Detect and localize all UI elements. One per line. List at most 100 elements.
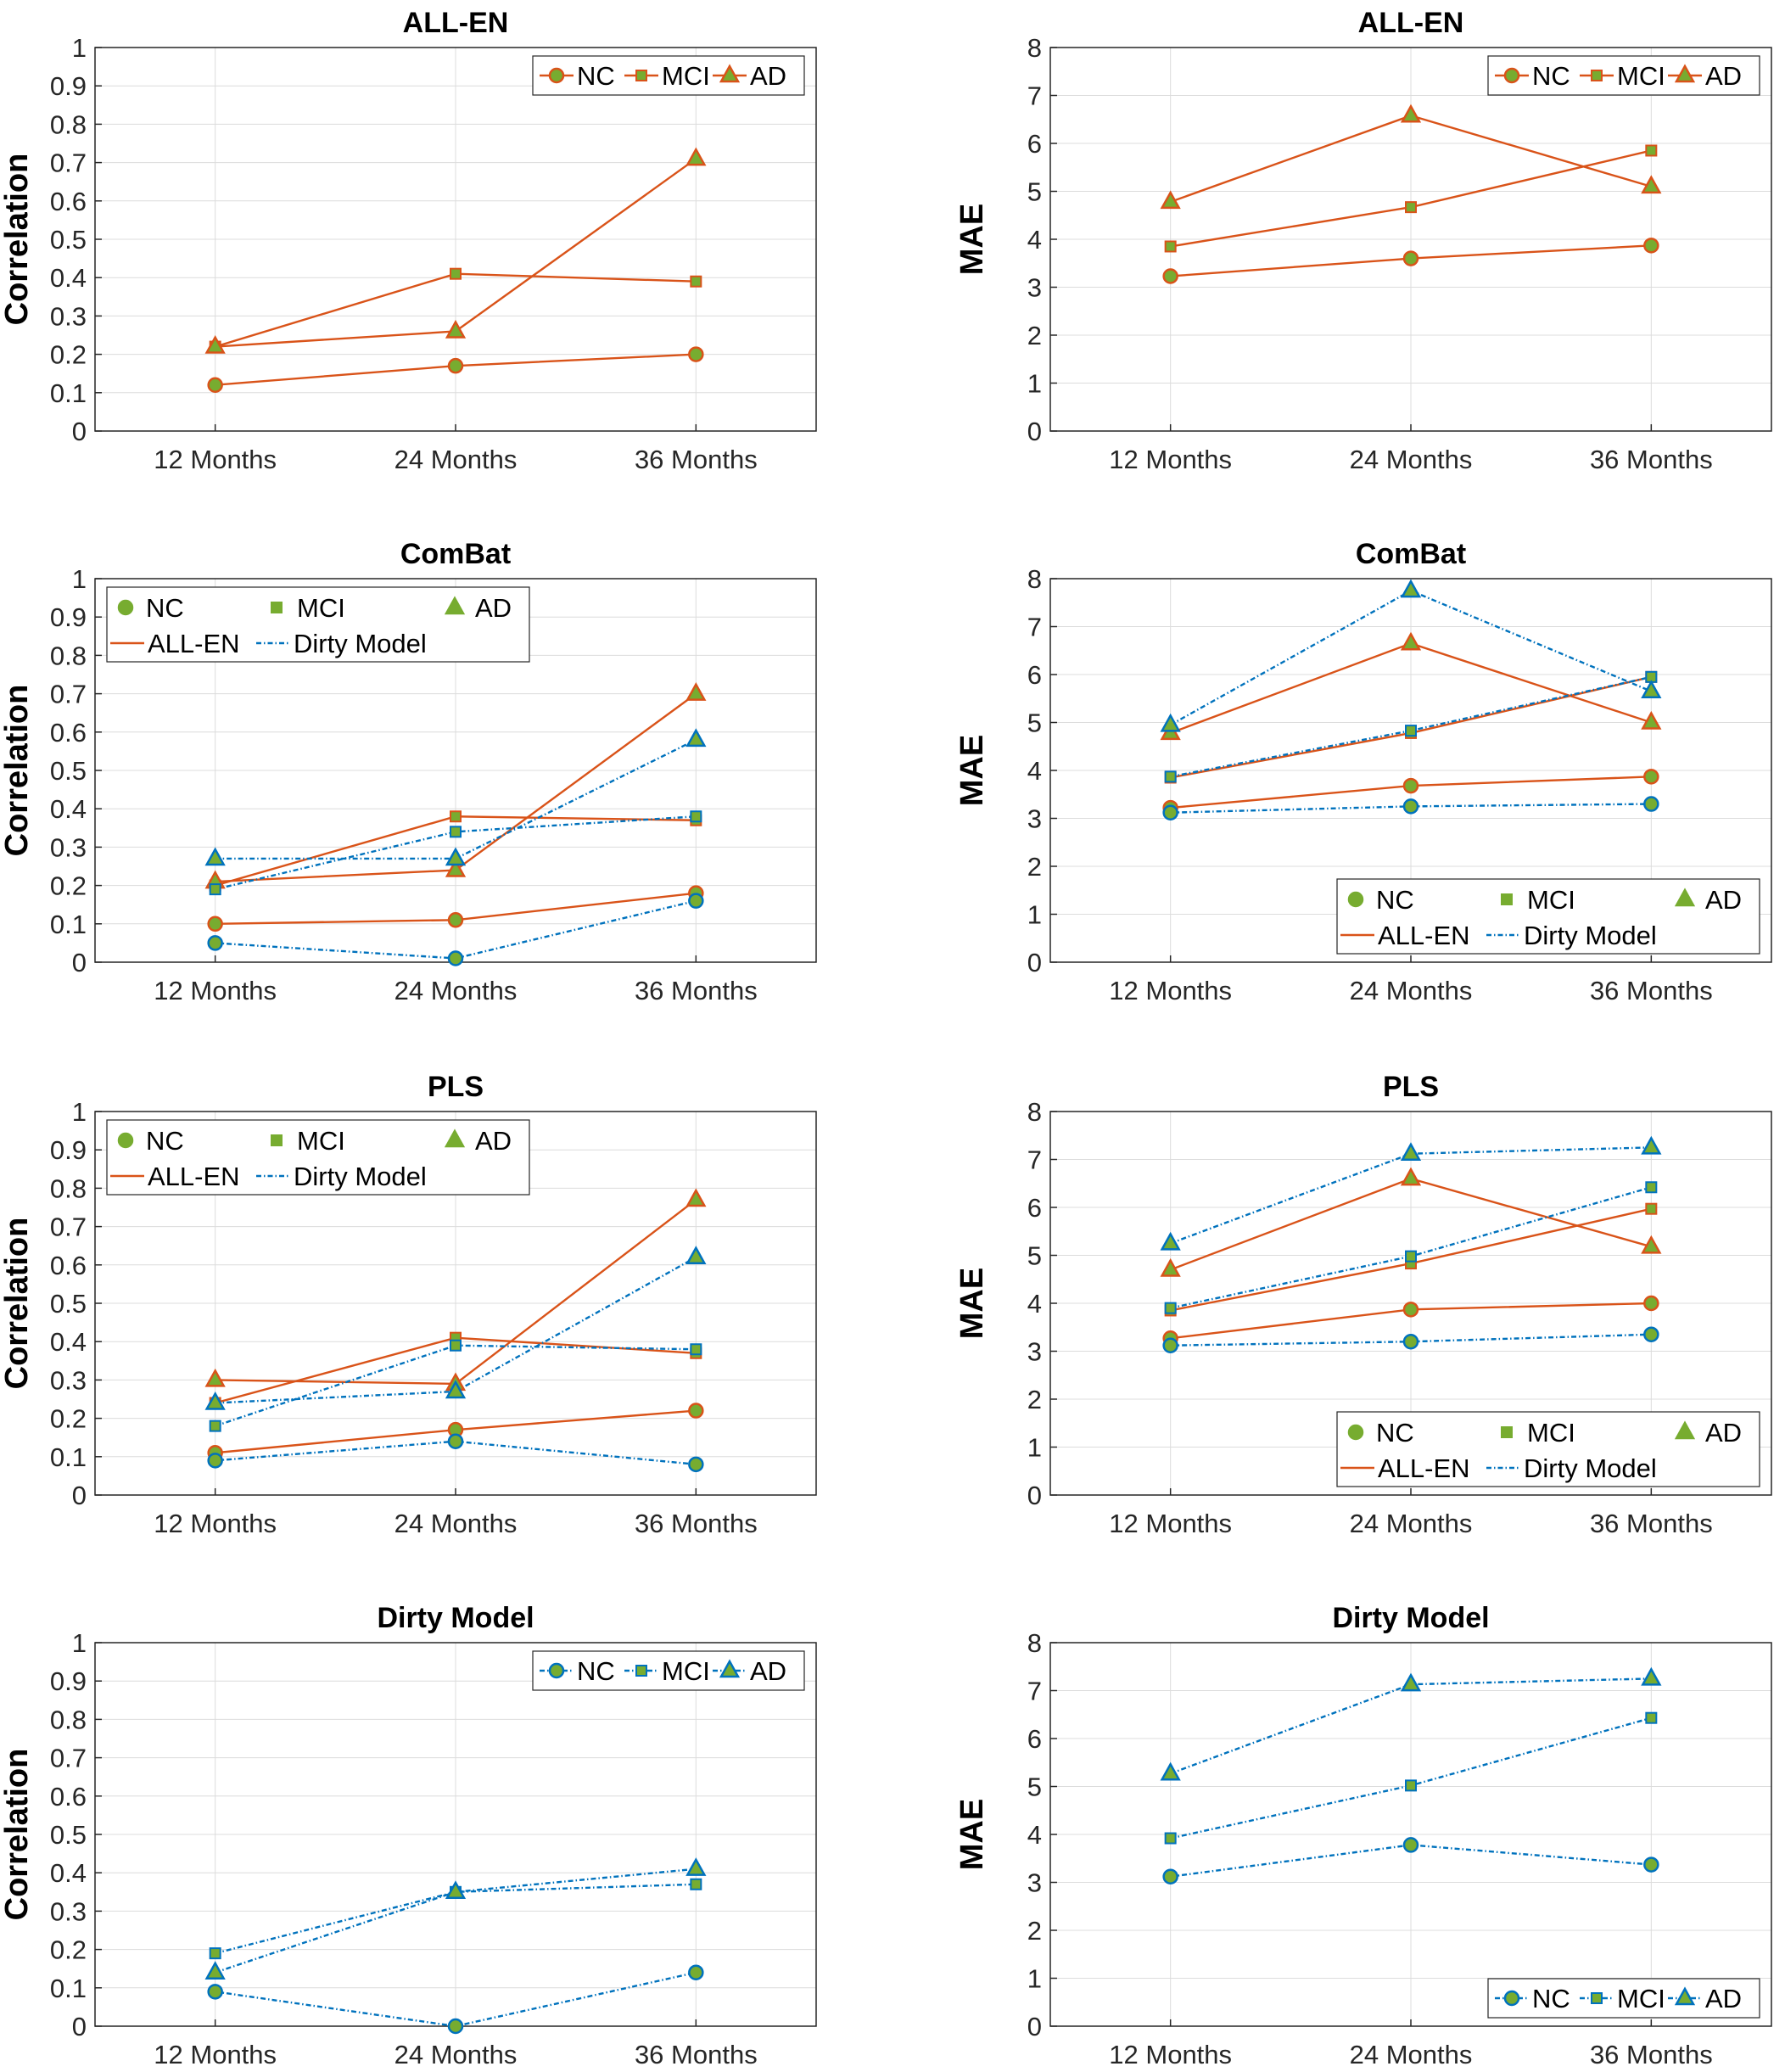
x-tick-label: 36 Months <box>635 1509 758 1538</box>
data-point-mci <box>209 883 221 896</box>
data-point-nc <box>1402 250 1419 266</box>
y-tick-label: 0.1 <box>50 910 87 939</box>
y-tick-label: 0.6 <box>50 187 87 216</box>
y-tick-label: 2 <box>1027 321 1042 350</box>
x-tick-label: 24 Months <box>1350 976 1473 1005</box>
legend-marker-mci <box>1591 1992 1603 2004</box>
legend: NC MCI AD <box>532 1650 805 1691</box>
data-point-mci <box>1645 144 1658 157</box>
data-point-ad <box>685 1188 707 1207</box>
x-tick-label: 36 Months <box>635 2040 758 2069</box>
legend-marker-nc <box>117 1132 134 1149</box>
legend-label: AD <box>1705 885 1742 915</box>
legend-label: AD <box>750 61 786 91</box>
legend-marker-ad <box>719 1659 741 1678</box>
data-point-nc <box>688 1964 704 1980</box>
legend-marker-nc <box>1347 891 1364 908</box>
legend-marker-mci <box>635 70 647 81</box>
chart-title: Dirty Model <box>1332 1602 1489 1634</box>
data-point-ad <box>1400 579 1422 598</box>
y-tick-label: 0.9 <box>50 602 87 632</box>
y-tick-label: 0.2 <box>50 1935 87 1965</box>
y-tick-label: 4 <box>1027 225 1042 255</box>
legend-box <box>1336 878 1760 955</box>
data-point-ad <box>445 319 467 339</box>
x-tick-label: 36 Months <box>1590 445 1713 474</box>
y-tick-label: 7 <box>1027 81 1042 111</box>
chart-panel-6: 0 1 2 3 4 5 6 7 8 12 Months 24 Months 36 Months PLS M… <box>954 1071 1772 1538</box>
legend-marker-nc <box>548 67 565 84</box>
legend-marker-mci <box>1501 1426 1513 1438</box>
legend-marker-ad <box>1674 888 1696 907</box>
legend-label: MCI <box>297 593 345 623</box>
data-point-mci <box>1164 1832 1177 1845</box>
legend-label: MCI <box>1617 1984 1665 2013</box>
y-tick-label: 0.8 <box>50 109 87 139</box>
data-point-ad <box>445 858 467 877</box>
y-tick-label: 5 <box>1027 1241 1042 1271</box>
data-point-nc <box>207 1453 223 1469</box>
x-tick-label: 24 Months <box>1350 1509 1473 1538</box>
y-tick-label: 5 <box>1027 1772 1042 1802</box>
x-tick-label: 24 Months <box>394 976 518 1005</box>
x-tick-label: 36 Months <box>635 976 758 1005</box>
y-tick-label: 0.7 <box>50 1744 87 1773</box>
y-tick-label: 0.9 <box>50 1135 87 1165</box>
y-tick-label: 0.5 <box>50 1289 87 1319</box>
data-point-ad <box>1160 190 1181 210</box>
legend: NC MCI AD <box>1487 1978 1760 2019</box>
data-point-nc <box>688 1403 704 1419</box>
legend-label: Dirty Model <box>294 1162 427 1191</box>
y-tick-label: 0 <box>72 2012 87 2041</box>
y-tick-label: 0 <box>72 1481 87 1510</box>
legend-label: Dirty Model <box>1524 921 1657 950</box>
legend-box <box>1487 1978 1760 2019</box>
data-point-ad <box>1641 680 1662 699</box>
data-point-nc <box>1402 1837 1419 1853</box>
y-tick-label: 3 <box>1027 273 1042 303</box>
legend-marker-ad <box>1674 1420 1696 1440</box>
y-tick-label: 0.3 <box>50 301 87 331</box>
legend-label: AD <box>1705 1984 1742 2013</box>
data-point-nc <box>1162 1337 1178 1353</box>
legend-label: AD <box>750 1656 786 1686</box>
data-point-ad <box>685 728 707 748</box>
data-point-mci <box>690 810 702 823</box>
y-axis-label: MAE <box>954 735 990 806</box>
y-tick-label: 1 <box>1027 1433 1042 1463</box>
x-tick-label: 24 Months <box>394 2040 518 2069</box>
data-point-ad <box>1160 1761 1181 1781</box>
legend-label: AD <box>1705 61 1742 91</box>
legend-label: MCI <box>1617 61 1665 91</box>
legend-label: MCI <box>1527 1418 1575 1448</box>
y-tick-label: 2 <box>1027 852 1042 882</box>
legend-label: ALL-EN <box>1378 921 1470 950</box>
x-tick-label: 12 Months <box>154 445 277 474</box>
x-tick-label: 36 Months <box>1590 1509 1713 1538</box>
data-point-mci <box>690 1878 702 1890</box>
legend-marker-nc <box>1347 1424 1364 1441</box>
legend-label: AD <box>1705 1418 1742 1448</box>
data-point-nc <box>1162 268 1178 284</box>
x-tick-label: 12 Months <box>154 976 277 1005</box>
data-point-nc <box>207 935 223 951</box>
y-tick-label: 1 <box>1027 1964 1042 1994</box>
series-line-dirty-model-mci <box>215 1883 697 1955</box>
legend-label: NC <box>1376 885 1414 915</box>
y-tick-label: 0 <box>1027 1481 1042 1510</box>
legend-marker-nc <box>1503 67 1520 84</box>
x-tick-label: 24 Months <box>1350 445 1473 474</box>
y-tick-label: 6 <box>1027 129 1042 159</box>
y-axis-label: Correlation <box>0 685 35 857</box>
data-point-ad <box>1641 1235 1662 1254</box>
legend: NC MCI AD ALL-EN Dirty Model <box>106 1119 530 1196</box>
y-tick-label: 0.2 <box>50 871 87 901</box>
legend-marker-ad <box>1674 1986 1696 2006</box>
data-point-ad <box>445 1880 467 1900</box>
data-point-mci <box>1645 1711 1658 1724</box>
data-point-mci <box>209 1947 221 1960</box>
y-tick-label: 0.2 <box>50 340 87 370</box>
data-point-mci <box>1405 201 1417 214</box>
data-point-ad <box>204 1961 226 1980</box>
data-point-nc <box>1643 1326 1659 1342</box>
